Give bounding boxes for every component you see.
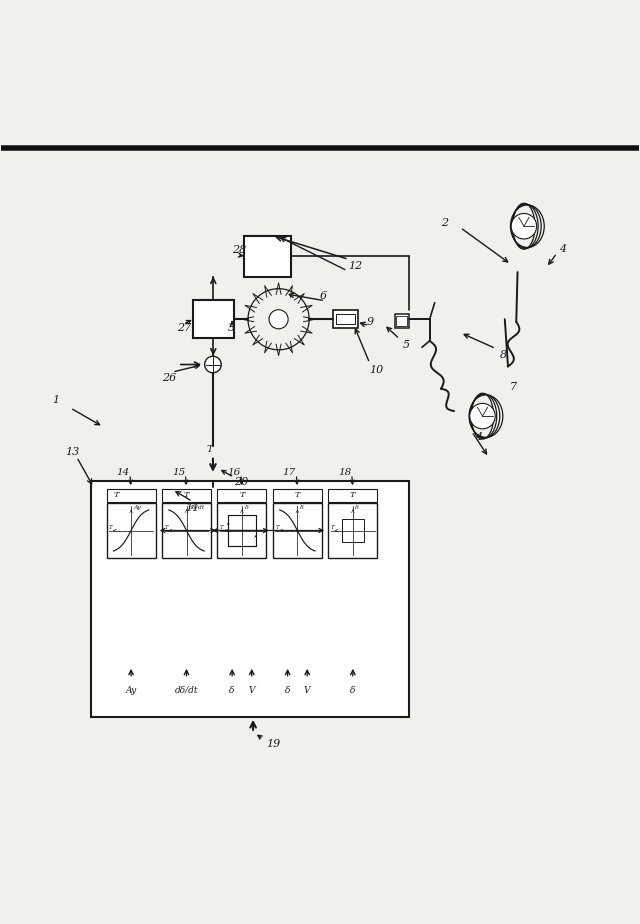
Text: T: T bbox=[220, 526, 223, 530]
Text: 26: 26 bbox=[162, 373, 176, 383]
Text: 17: 17 bbox=[283, 468, 296, 477]
Circle shape bbox=[470, 404, 495, 429]
Text: dδ/dt: dδ/dt bbox=[175, 686, 198, 695]
Text: V: V bbox=[304, 686, 310, 695]
Text: T: T bbox=[275, 526, 279, 530]
Bar bbox=[328, 489, 378, 502]
Bar bbox=[162, 504, 211, 557]
Text: T: T bbox=[207, 445, 213, 455]
Text: 16: 16 bbox=[227, 468, 241, 477]
Text: 20: 20 bbox=[234, 478, 248, 487]
Text: δ: δ bbox=[350, 686, 355, 695]
Circle shape bbox=[269, 310, 288, 329]
Bar bbox=[396, 316, 406, 326]
Text: T: T bbox=[331, 526, 335, 530]
Text: 6: 6 bbox=[320, 291, 327, 301]
Text: δ: δ bbox=[229, 686, 235, 695]
Text: 2: 2 bbox=[441, 218, 448, 228]
Text: 8: 8 bbox=[500, 350, 507, 360]
Bar bbox=[328, 504, 378, 557]
Text: δ: δ bbox=[300, 505, 303, 510]
Bar bbox=[218, 489, 266, 502]
Text: 15: 15 bbox=[172, 468, 185, 477]
Text: 5: 5 bbox=[403, 340, 410, 350]
Text: T: T bbox=[184, 492, 189, 499]
Text: T: T bbox=[239, 492, 244, 499]
Text: 13: 13 bbox=[65, 447, 79, 457]
Text: 4: 4 bbox=[475, 432, 482, 442]
Text: 28: 28 bbox=[232, 246, 246, 255]
Text: 9: 9 bbox=[367, 317, 374, 327]
Bar bbox=[273, 489, 322, 502]
Text: δ: δ bbox=[244, 505, 248, 510]
Text: 11: 11 bbox=[185, 503, 199, 513]
Text: 3: 3 bbox=[228, 323, 236, 334]
Circle shape bbox=[205, 357, 221, 372]
Text: 4: 4 bbox=[559, 244, 566, 253]
Text: 27: 27 bbox=[177, 323, 191, 334]
Circle shape bbox=[511, 213, 537, 239]
Bar bbox=[106, 504, 156, 557]
Text: dδ/dt: dδ/dt bbox=[189, 505, 205, 510]
Text: T: T bbox=[350, 492, 356, 499]
Text: 14: 14 bbox=[116, 468, 129, 477]
Bar bbox=[193, 299, 234, 338]
Text: T: T bbox=[109, 526, 113, 530]
Text: 7: 7 bbox=[510, 382, 517, 392]
Text: T: T bbox=[164, 526, 168, 530]
Bar bbox=[218, 504, 266, 557]
Text: Ay: Ay bbox=[134, 505, 141, 510]
Text: 10: 10 bbox=[370, 365, 384, 374]
Bar bbox=[273, 504, 322, 557]
Bar bbox=[342, 518, 364, 542]
Text: T: T bbox=[114, 492, 120, 499]
Bar bbox=[244, 236, 291, 277]
Text: δ: δ bbox=[355, 505, 359, 510]
Bar bbox=[91, 481, 409, 717]
Bar bbox=[106, 489, 156, 502]
Text: 19: 19 bbox=[266, 738, 280, 748]
Text: 18: 18 bbox=[338, 468, 351, 477]
Text: Ay: Ay bbox=[125, 686, 137, 695]
Bar bbox=[336, 314, 355, 324]
Text: 1: 1 bbox=[52, 395, 60, 405]
Text: T: T bbox=[294, 492, 300, 499]
Text: δ: δ bbox=[285, 686, 291, 695]
Bar bbox=[394, 314, 408, 328]
Bar bbox=[333, 310, 358, 328]
Text: 12: 12 bbox=[349, 261, 363, 271]
Text: V: V bbox=[248, 686, 255, 695]
Bar bbox=[162, 489, 211, 502]
